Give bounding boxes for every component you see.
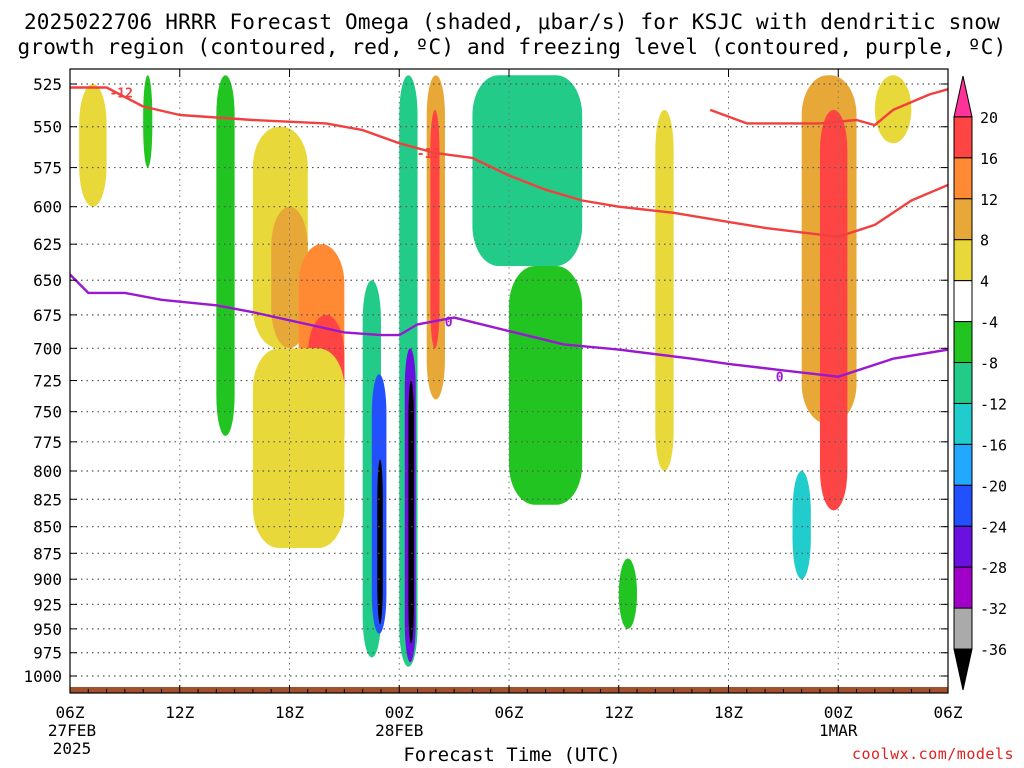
colorbar-segment [953,484,973,527]
omega-cell-7 [216,75,235,436]
x-tick-label: 06Z [934,703,963,722]
omega-cell-0 [79,84,107,207]
colorbar-segment [953,75,973,118]
colorbar-label: -24 [980,518,1007,536]
y-tick-label: 650 [33,271,62,290]
colorbar-label: 4 [980,273,989,291]
omega-cell-10 [377,459,383,625]
colorbar-label: -32 [980,600,1007,618]
omega-cell-22 [792,470,811,580]
y-axis: 525 550 575 600 625 650 675 700 725 750 775 800 825 8… [23,75,948,686]
colorbar-label: -12 [980,395,1007,413]
x-tick-sublabel: 28FEB [375,721,423,740]
colorbar-segment [953,607,973,650]
x-tick-sublabel: 2025 [53,739,92,758]
y-tick-label: 850 [33,518,62,537]
y-tick-label: 700 [33,339,62,358]
y-tick-label: 625 [33,235,62,254]
colorbar-label: -4 [980,314,998,332]
x-tick-sublabel: 27FEB [48,721,96,740]
y-tick-label: 775 [33,433,62,452]
colorbar-segment [953,157,973,200]
contour-lines [70,86,948,378]
y-tick-label: 675 [33,306,62,325]
x-tick-label: 06Z [495,703,524,722]
contour-line-0 [70,86,948,238]
contour-label-0: -12 [109,87,132,102]
contour-labels: -12 -12 0 0 [109,87,783,386]
contour-line-1 [709,88,948,127]
colorbar-segment [953,321,973,364]
x-tick-label: 00Z [824,703,853,722]
omega-cell-18 [618,558,638,629]
y-tick-label: 575 [33,159,62,178]
colorbar-segment [953,280,973,323]
colorbar: 20 16 12 8 4 -4 -8 -12 -16 -20 -24 -28 -32 -36 [953,75,1007,691]
y-tick-label: 750 [33,403,62,422]
credit-link[interactable]: coolwx.com/models [851,745,1014,763]
omega-cell-17 [509,265,583,505]
y-tick-label: 725 [33,372,62,391]
x-tick-label: 06Z [56,703,85,722]
y-tick-label: 1000 [23,667,62,686]
colorbar-label: -8 [980,355,998,373]
contour-label-2: 0 [445,316,453,331]
x-tick-label: 00Z [385,703,414,722]
chart-title-line-2: growth region (contoured, red, ºC) and f… [17,35,1007,59]
y-tick-label: 550 [33,118,62,137]
colorbar-segment [953,525,973,568]
colorbar-label: 8 [980,232,989,250]
omega-cell-16 [472,75,583,266]
colorbar-label: 16 [980,150,998,168]
y-tick-label: 900 [33,570,62,589]
colorbar-label: -16 [980,436,1007,454]
contour-line-2 [70,273,948,378]
y-tick-label: 600 [33,198,62,217]
y-tick-label: 825 [33,490,62,509]
colorbar-label: 20 [980,109,998,127]
x-axis-title: Forecast Time (UTC) [403,744,621,766]
omega-cell-21 [819,109,848,511]
omega-cell-19 [655,109,674,471]
omega-cell-15 [430,109,440,349]
x-tick-label: 18Z [714,703,743,722]
y-tick-label: 800 [33,462,62,481]
y-tick-label: 925 [33,595,62,614]
y-tick-label: 950 [33,620,62,639]
omega-cell-6 [252,348,345,549]
contour-label-3: 0 [776,371,784,386]
colorbar-segment [953,362,973,404]
x-tick-label: 18Z [275,703,304,722]
contour-label-1: -12 [417,147,440,162]
y-tick-label: 975 [33,644,62,663]
colorbar-segment [953,566,973,609]
omega-cell-1 [143,75,153,168]
colorbar-segment [953,116,973,159]
colorbar-segment [953,198,973,241]
y-tick-label: 525 [33,75,62,94]
colorbar-label: 12 [980,191,998,209]
x-tick-sublabel: 1MAR [819,721,858,740]
chart-title-line-1: 2025022706 HRRR Forecast Omega (shaded, … [23,10,1001,34]
grid-lines [70,69,948,693]
colorbar-segment [953,443,973,486]
colorbar-label: -36 [980,641,1007,659]
colorbar-label: -28 [980,559,1007,577]
colorbar-segment [953,239,973,282]
y-tick-label: 875 [33,544,62,563]
colorbar-segment [953,648,973,691]
omega-cell-13 [408,380,414,644]
x-tick-label: 12Z [604,703,633,722]
colorbar-label: -20 [980,477,1007,495]
x-tick-label: 12Z [165,703,194,722]
colorbar-segment [953,402,973,445]
